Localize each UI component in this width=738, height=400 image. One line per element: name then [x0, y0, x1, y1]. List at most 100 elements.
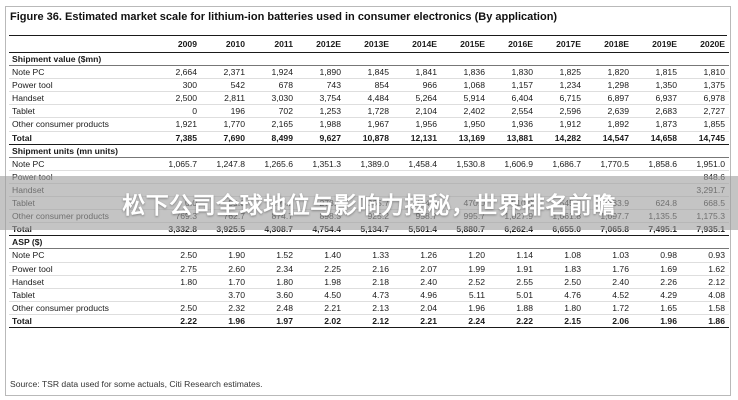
total-row: Total 7,385 7,690 8,499 9,627 10,878 12,131 13,…	[9, 130, 729, 145]
value-cell: 2.16	[345, 262, 393, 276]
section-spacer-cell	[633, 144, 681, 158]
value-cell: 2.25	[297, 262, 345, 276]
section-spacer-cell	[201, 144, 249, 158]
section-title: ASP ($)	[9, 235, 153, 250]
value-cell: 1,606.9	[489, 157, 537, 171]
value-cell: 1.58	[681, 301, 729, 315]
value-cell: 1,836	[441, 65, 489, 80]
value-cell: 2.75	[153, 262, 201, 276]
value-cell: 4,484	[345, 91, 393, 106]
value-cell: 2.26	[633, 275, 681, 289]
value-cell: 1.65	[633, 301, 681, 315]
section-spacer-cell	[489, 144, 537, 158]
value-cell: 2.50	[537, 275, 585, 289]
value-cell: 1.80	[249, 275, 297, 289]
value-cell: 1,924	[249, 65, 297, 80]
value-cell: 1.90	[201, 248, 249, 263]
section-title: Shipment value ($mn)	[9, 52, 153, 67]
total-value-cell: 2.06	[585, 313, 633, 328]
value-cell: 2.32	[201, 301, 249, 315]
section-spacer-cell	[393, 235, 441, 250]
value-cell: 2.18	[345, 275, 393, 289]
value-cell: 5.11	[441, 288, 489, 302]
value-cell: 1,912	[537, 117, 585, 132]
value-cell: 0	[153, 104, 201, 119]
value-cell: 1,234	[537, 78, 585, 93]
value-cell: 1.40	[297, 248, 345, 263]
section-spacer-cell	[153, 144, 201, 158]
value-cell: 1.20	[441, 248, 489, 263]
total-value-cell: 10,878	[345, 130, 393, 145]
value-cell: 196	[201, 104, 249, 119]
value-cell: 2,165	[249, 117, 297, 132]
total-value-cell: 13,169	[441, 130, 489, 145]
value-cell: 4.50	[297, 288, 345, 302]
value-cell: 1.99	[441, 262, 489, 276]
value-cell: 1,350	[633, 78, 681, 93]
total-row: Total 2.22 1.96 1.97 2.02 2.12 2.21 2.24 2.22 2.1…	[9, 313, 729, 328]
value-cell: 2.04	[393, 301, 441, 315]
section-spacer-cell	[681, 235, 729, 250]
figure-title: Figure 36. Estimated market scale for li…	[10, 11, 558, 23]
section-spacer-cell	[297, 235, 345, 250]
section-spacer-cell	[345, 52, 393, 67]
total-value-cell: 14,658	[633, 130, 681, 145]
year-header: 2020E	[681, 36, 729, 53]
total-value-cell: 2.22	[489, 313, 537, 328]
value-cell: 2,727	[681, 104, 729, 119]
total-value-cell: 12,131	[393, 130, 441, 145]
value-cell: 1,825	[537, 65, 585, 80]
value-cell: 4.76	[537, 288, 585, 302]
value-cell: 1.33	[345, 248, 393, 263]
value-cell: 2,596	[537, 104, 585, 119]
value-cell: 1.83	[537, 262, 585, 276]
section-spacer-cell	[441, 52, 489, 67]
total-value-cell: 9,627	[297, 130, 345, 145]
value-cell: 0.93	[681, 248, 729, 263]
value-cell: 542	[201, 78, 249, 93]
row-label: Note PC	[9, 248, 153, 263]
value-cell: 678	[249, 78, 297, 93]
table-row: Handset 2,500 2,811 3,030 3,754 4,484 5,264 5,9…	[9, 91, 729, 106]
value-cell: 1,810	[681, 65, 729, 80]
section-spacer-cell	[249, 144, 297, 158]
value-cell: 1,988	[297, 117, 345, 132]
value-cell: 300	[153, 78, 201, 93]
value-cell: 1,265.6	[249, 157, 297, 171]
table-row: Tablet 3.70 3.60 4.50 4.73 4.96 5.11 5.01 4.76 4.…	[9, 288, 729, 302]
year-header: 2013E	[345, 36, 393, 53]
value-cell: 6,897	[585, 91, 633, 106]
section-spacer-cell	[297, 144, 345, 158]
value-cell: 1,950	[441, 117, 489, 132]
value-cell: 2.21	[297, 301, 345, 315]
value-cell: 1.91	[489, 262, 537, 276]
year-header: 2017E	[537, 36, 585, 53]
value-cell: 5,264	[393, 91, 441, 106]
value-cell: 1.76	[585, 262, 633, 276]
value-cell: 966	[393, 78, 441, 93]
total-value-cell: 7,385	[153, 130, 201, 145]
value-cell: 2.50	[153, 301, 201, 315]
value-cell: 1,530.8	[441, 157, 489, 171]
section-spacer-cell	[537, 235, 585, 250]
value-cell: 1,375	[681, 78, 729, 93]
value-cell: 2.50	[153, 248, 201, 263]
table-row: Handset 1.80 1.70 1.80 1.98 2.18 2.40 2.52 2.55 2…	[9, 275, 729, 289]
section-spacer-cell	[681, 52, 729, 67]
section-spacer-cell	[297, 52, 345, 67]
section-header-row: ASP ($)	[9, 235, 729, 250]
value-cell: 1.98	[297, 275, 345, 289]
section-spacer-cell	[153, 235, 201, 250]
value-cell: 0.98	[633, 248, 681, 263]
table-row: Power tool 300 542 678 743 854 966 1,068 1,157 1,…	[9, 78, 729, 93]
value-cell: 1,890	[297, 65, 345, 80]
value-cell: 2,683	[633, 104, 681, 119]
value-cell: 2.40	[585, 275, 633, 289]
total-value-cell: 2.02	[297, 313, 345, 328]
value-cell: 1,068	[441, 78, 489, 93]
value-cell: 5,914	[441, 91, 489, 106]
value-cell: 702	[249, 104, 297, 119]
value-cell: 3.60	[249, 288, 297, 302]
value-cell: 4.29	[633, 288, 681, 302]
row-label: Tablet	[9, 288, 153, 302]
